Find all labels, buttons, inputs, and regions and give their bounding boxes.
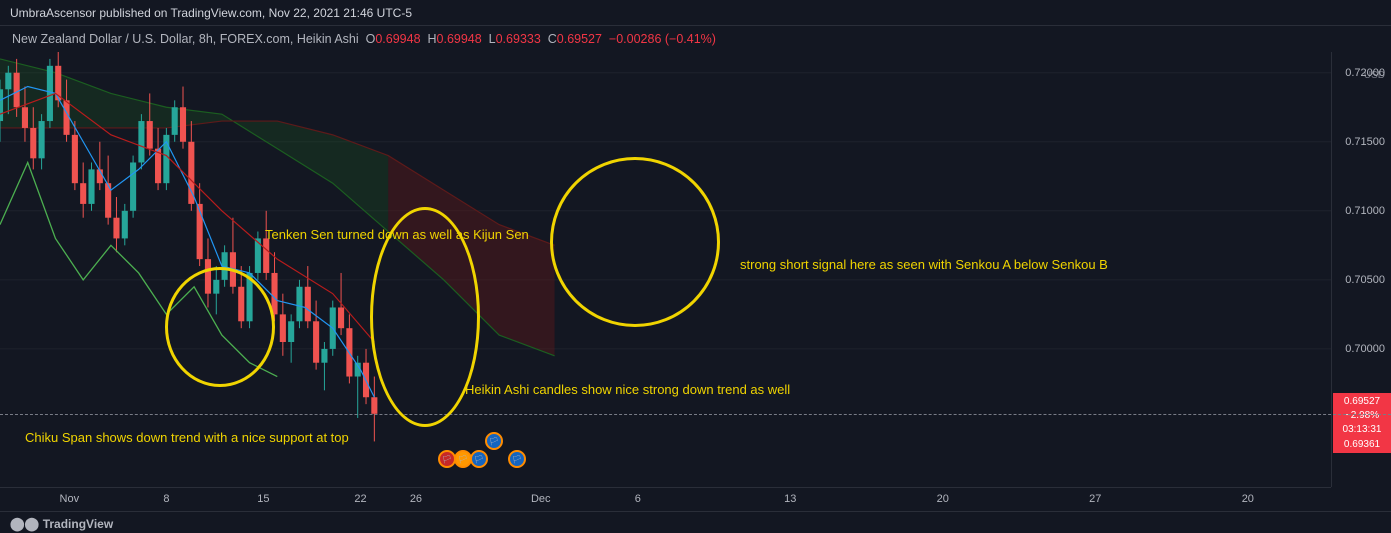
annotation-circle xyxy=(550,157,720,327)
ohlc-close: 0.69527 xyxy=(557,32,602,46)
symbol-row: New Zealand Dollar / U.S. Dollar, 8h, FO… xyxy=(0,26,1391,52)
price-tick: 0.71500 xyxy=(1345,136,1385,148)
time-tick: 27 xyxy=(1089,493,1101,505)
price-axis[interactable]: USD 0.720000.715000.710000.705000.700000… xyxy=(1331,52,1391,487)
time-tick: Dec xyxy=(531,493,551,505)
ohlc-change: −0.00286 (−0.41%) xyxy=(609,32,716,46)
annotation-text: Heikin Ashi candles show nice strong dow… xyxy=(465,382,790,397)
time-axis[interactable]: Nov 8 15 22 26 Dec 6 13 20 27 20 xyxy=(0,487,1331,511)
time-tick: 20 xyxy=(1242,493,1254,505)
time-tick: 20 xyxy=(937,493,949,505)
time-tick: Nov xyxy=(60,493,80,505)
ohlc-high: 0.69948 xyxy=(437,32,482,46)
symbol-pair: New Zealand Dollar / U.S. Dollar, 8h, FO… xyxy=(12,32,359,46)
time-tick: 13 xyxy=(784,493,796,505)
annotation-circle xyxy=(165,267,275,387)
time-tick: 6 xyxy=(635,493,641,505)
footer: ⬤⬤ TradingView xyxy=(0,511,1391,533)
price-line xyxy=(0,414,1391,415)
publish-header: UmbraAscensor published on TradingView.c… xyxy=(0,0,1391,26)
brand-label: TradingView xyxy=(43,517,113,531)
time-tick: 26 xyxy=(410,493,422,505)
event-flag-icon[interactable]: 🏳 xyxy=(508,450,526,468)
current-price-badge: 0.69527−2.98%03:13:31 xyxy=(1333,393,1391,439)
time-tick: 22 xyxy=(354,493,366,505)
annotation-text: strong short signal here as seen with Se… xyxy=(740,257,1108,272)
time-tick: 15 xyxy=(257,493,269,505)
price-tick: 0.70000 xyxy=(1345,343,1385,355)
annotation-text: Chiku Span shows down trend with a nice … xyxy=(25,430,349,445)
event-flag-icon[interactable]: 🏳 xyxy=(470,450,488,468)
price-tick: 0.72000 xyxy=(1345,67,1385,79)
tv-logo-icon: ⬤⬤ xyxy=(10,516,43,531)
price-tick: 0.71000 xyxy=(1345,205,1385,217)
annotation-circle xyxy=(370,207,480,427)
ohlc-low: 0.69333 xyxy=(496,32,541,46)
published-text: UmbraAscensor published on TradingView.c… xyxy=(10,6,412,20)
event-flag-icon[interactable]: 🏳 xyxy=(485,432,503,450)
secondary-price-badge: 0.69361 xyxy=(1333,437,1391,453)
price-tick: 0.70500 xyxy=(1345,274,1385,286)
ohlc-open: 0.69948 xyxy=(375,32,420,46)
time-tick: 8 xyxy=(163,493,169,505)
